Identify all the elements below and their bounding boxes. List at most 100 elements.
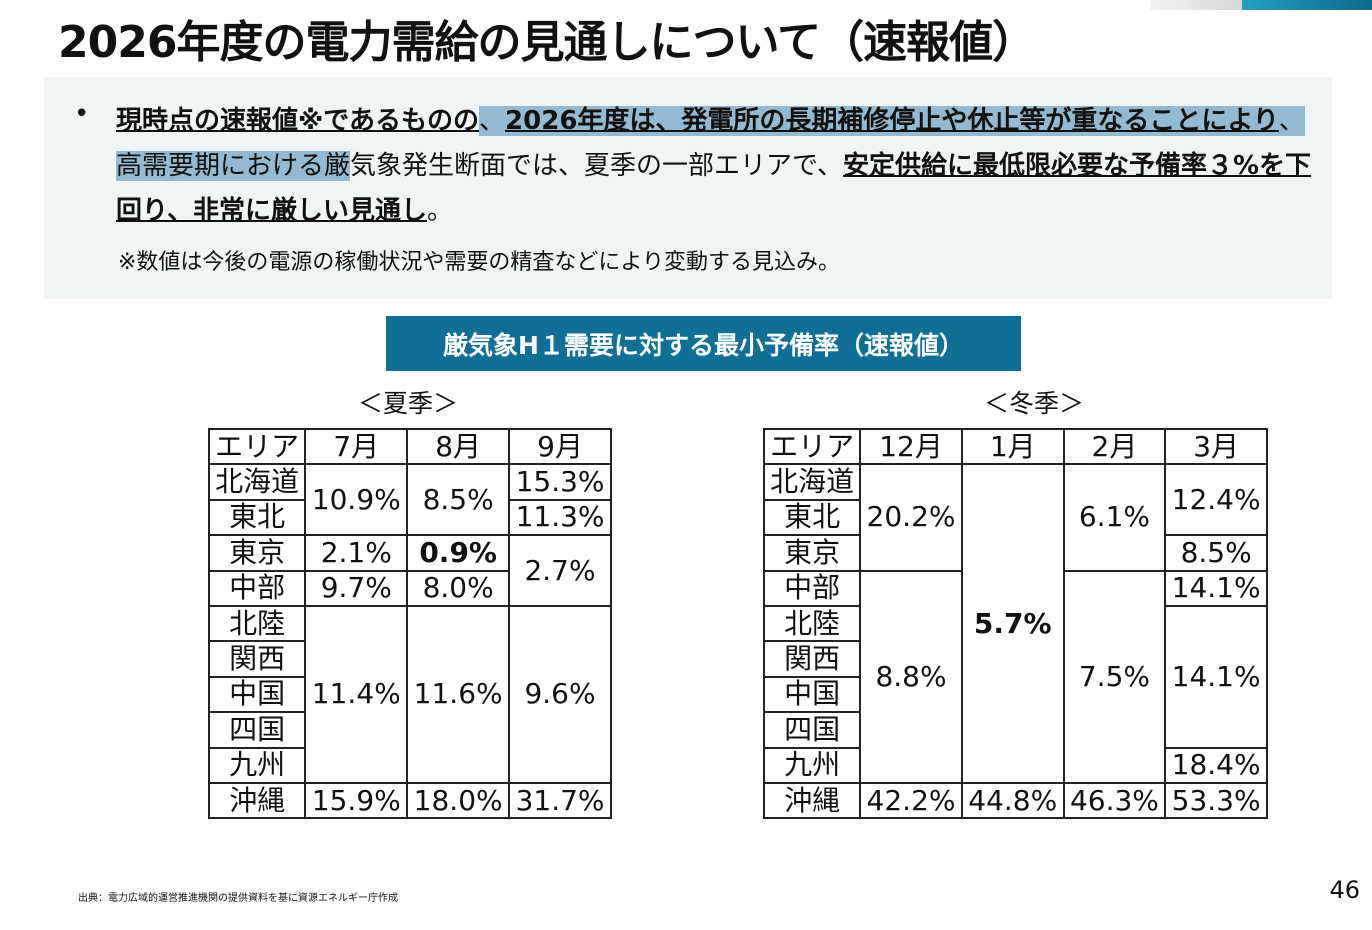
area-name: 北海道: [207, 463, 307, 501]
table-row: 北陸 14.1%: [762, 604, 1268, 749]
table-title-banner: 厳気象H１需要に対する最小予備率（速報値）: [386, 316, 1021, 371]
table-row: 沖縄 42.2% 44.8% 46.3% 53.3%: [762, 781, 1268, 820]
reserve-rate-cell: 2.1%: [304, 534, 409, 572]
reserve-rate-cell: 0.9%: [406, 534, 511, 572]
reserve-rate-cell: 31.7%: [508, 781, 612, 820]
column-header: 12月: [859, 427, 963, 466]
bullet-icon: •: [74, 99, 90, 129]
table-row: 北海道 20.2% 5.7% 6.1% 12.4%: [762, 463, 1268, 784]
reserve-rate-cell: 11.3%: [508, 498, 612, 537]
area-name: 九州: [762, 746, 862, 784]
area-name: 北陸: [762, 604, 862, 643]
reserve-rate-cell: 10.9%: [304, 463, 409, 537]
reserve-rate-cell: 18.4%: [1164, 746, 1268, 784]
reserve-rate-cell: 53.3%: [1164, 781, 1268, 820]
column-header: 9月: [508, 427, 612, 466]
reserve-rate-cell: 15.9%: [304, 781, 409, 820]
table-row: 沖縄 15.9% 18.0% 31.7%: [207, 781, 612, 820]
summary-segment: 現時点の速報値※であるものの: [116, 106, 480, 136]
column-header: 2月: [1062, 427, 1167, 466]
reserve-rate-cell: 18.0%: [406, 781, 511, 820]
table-row: 九州: [207, 746, 611, 784]
summary-note: ※数値は今後の電源の稼働状況や需要の精査などにより変動する見込み。: [118, 250, 840, 275]
reserve-rate-cell: 2.7%: [508, 534, 612, 607]
reserve-rate-cell: 6.1%: [1062, 463, 1167, 572]
table-row: 四国: [207, 711, 611, 749]
reserve-rate-cell: 15.3%: [508, 463, 612, 501]
table-row: 東京 8.5%: [762, 534, 1268, 572]
area-name: 東京: [207, 534, 307, 572]
column-header: 7月: [304, 427, 409, 466]
table-row: 九州 18.4%: [762, 746, 1268, 784]
summary-segment: 安定供給に最低限必要な予備率３%を下回り、非常に厳しい見通し: [116, 151, 1312, 226]
reserve-rate-cell: 14.1%: [1164, 569, 1268, 607]
summary-text: 現時点の速報値※であるものの、2026年度は、発電所の長期補修停止や休止等が重な…: [116, 99, 1316, 234]
area-name: 東京: [762, 534, 862, 572]
table-row: 中国: [762, 675, 1267, 714]
column-header: 1月: [960, 427, 1065, 466]
area-name: 東北: [762, 498, 862, 537]
table-header-row: エリア 12月 1月 2月 3月: [762, 427, 1268, 466]
column-header: エリア: [207, 427, 307, 466]
header-decoration-bar: [1150, 0, 1242, 10]
table-row: 東北: [762, 498, 1267, 537]
reserve-rate-cell: 7.5%: [1062, 569, 1167, 784]
area-name: 中部: [762, 569, 862, 607]
reserve-rate-cell: 8.8%: [859, 569, 963, 784]
table-row: 東北 11.3%: [207, 498, 612, 537]
reserve-rate-cell: 8.0%: [406, 569, 511, 607]
area-name: 北海道: [762, 463, 862, 501]
table-row: 中部 9.7% 8.0%: [207, 569, 611, 607]
area-name: 北陸: [207, 604, 307, 643]
table-header-row: エリア 7月 8月 9月: [207, 427, 612, 466]
reserve-rate-cell: 9.7%: [304, 569, 409, 607]
summary-box: • 現時点の速報値※であるものの、2026年度は、発電所の長期補修停止や休止等が…: [44, 77, 1332, 299]
reserve-rate-cell: 12.4%: [1164, 463, 1268, 537]
summer-reserve-table: エリア 7月 8月 9月 北海道 10.9% 8.5% 15.3% 東北 11.3% 東京 2.1% 0…: [207, 427, 612, 820]
reserve-rate-cell: 5.7%: [960, 463, 1065, 784]
reserve-rate-cell: 9.6%: [508, 604, 612, 784]
column-header: エリア: [762, 427, 862, 466]
table-row: 北海道 10.9% 8.5% 15.3%: [207, 463, 612, 537]
column-header: 3月: [1164, 427, 1268, 466]
reserve-rate-cell: 20.2%: [859, 463, 963, 572]
page-number: 46: [1329, 876, 1360, 904]
reserve-rate-cell: 44.8%: [960, 781, 1065, 820]
area-name: 沖縄: [207, 781, 307, 820]
page-title: 2026年度の電力需給の見通しについて（速報値）: [58, 17, 1036, 68]
winter-label: ＜冬季＞: [984, 389, 1085, 418]
reserve-rate-cell: 11.4%: [304, 604, 409, 784]
reserve-rate-cell: 8.5%: [406, 463, 511, 537]
area-name: 四国: [207, 711, 307, 749]
summary-segment: 気象発生断面では、夏季の一部エリアで、: [350, 151, 843, 181]
reserve-rate-cell: 8.5%: [1164, 534, 1268, 572]
area-name: 関西: [207, 640, 307, 678]
table-row: 四国: [762, 711, 1267, 749]
summary-segment: 。: [426, 196, 453, 226]
area-name: 中部: [207, 569, 307, 607]
header-accent-bar: [1242, 0, 1372, 10]
table-row: 関西: [207, 640, 611, 678]
table-row: 東京 2.1% 0.9% 2.7%: [207, 534, 612, 607]
area-name: 四国: [762, 711, 862, 749]
reserve-rate-cell: 42.2%: [859, 781, 963, 820]
area-name: 沖縄: [762, 781, 862, 820]
winter-reserve-table: エリア 12月 1月 2月 3月 北海道 20.2% 5.7% 6.1% 12.4% 東北 東京 8.5…: [762, 427, 1268, 820]
reserve-rate-cell: 46.3%: [1062, 781, 1167, 820]
reserve-rate-cell: 14.1%: [1164, 604, 1268, 749]
reserve-rate-cell: 11.6%: [406, 604, 511, 784]
area-name: 中国: [762, 675, 862, 714]
area-name: 九州: [207, 746, 307, 784]
table-row: 中国: [207, 675, 611, 714]
summary-segment: 、: [479, 106, 506, 136]
area-name: 中国: [207, 675, 307, 714]
table-row: 関西: [762, 640, 1267, 678]
area-name: 関西: [762, 640, 862, 678]
area-name: 東北: [207, 498, 307, 537]
source-note: 出典：電力広域的運営推進機関の提供資料を基に資源エネルギー庁作成: [78, 893, 398, 904]
summer-label: ＜夏季＞: [358, 389, 459, 418]
table-row: 北陸 11.4% 11.6% 9.6%: [207, 604, 612, 784]
column-header: 8月: [406, 427, 511, 466]
summary-segment: 2026年度は、発電所の長期補修停止や休止等が重なることにより: [505, 106, 1279, 136]
table-row: 中部 8.8% 7.5% 14.1%: [762, 569, 1268, 784]
